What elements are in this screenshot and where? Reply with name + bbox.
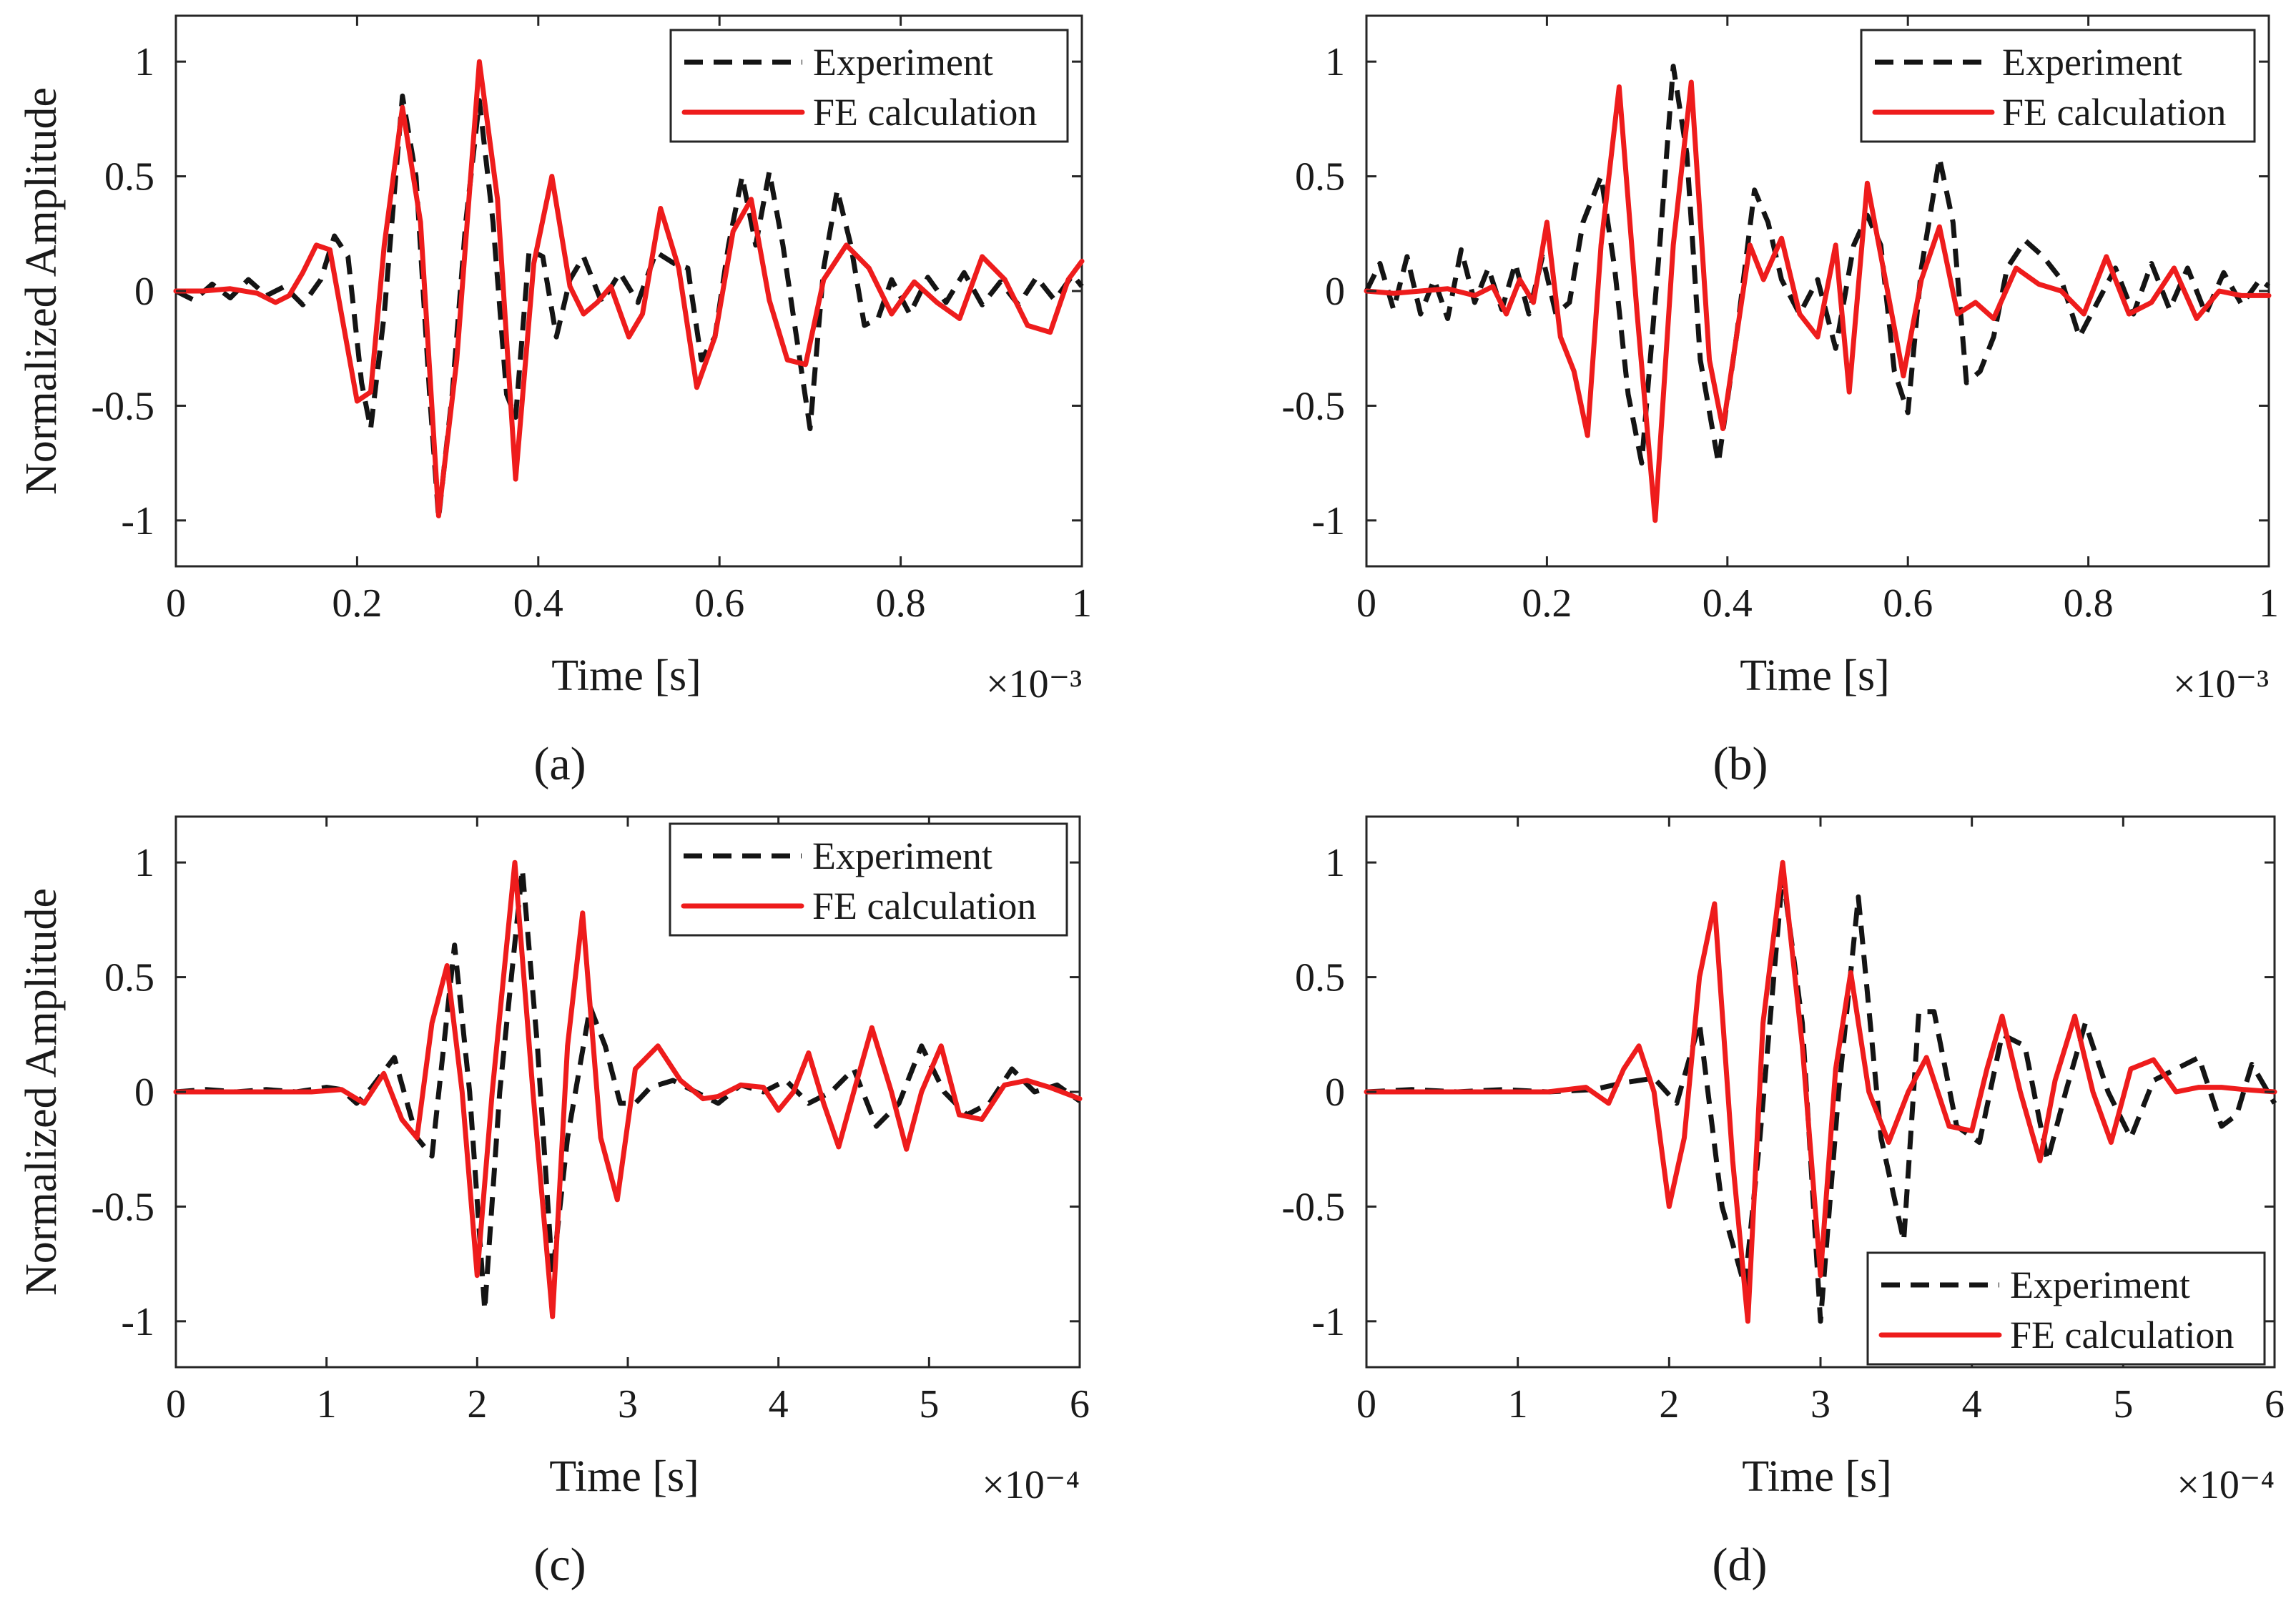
x-axis-label: Time [s] [551,651,701,700]
tick-marks [1365,817,2276,1367]
legend-box [669,822,1068,937]
y-tick-label: -1 [1311,1300,1345,1344]
x-tick-label: 0.4 [1703,581,1753,626]
data-marks [1364,859,2277,1324]
x-tick-label: 0 [1356,1382,1376,1427]
panel-label: (a) [533,738,586,790]
x-tick-label: 0.4 [513,581,563,626]
x-tick-label: 0.2 [332,581,382,626]
panel-label: (c) [533,1539,586,1591]
y-axis-label: Normalized Amplitude [17,888,66,1296]
x-tick-label: 0.6 [1883,581,1933,626]
y-tick-label: -0.5 [1281,384,1345,428]
y-tick-label: 0.5 [104,155,154,199]
legend-label-fe: FE calculation [812,885,1036,927]
legend-label-fe: FE calculation [813,91,1037,134]
chart-panel-d: 0 1 2 3 4 5 6 -1 -0.5 0 0.5 1 Time [s] ×10⁻⁴ Experi… [1281,815,2285,1591]
y-tick-label: 1 [1325,841,1345,885]
x-tick-label: 2 [1659,1382,1679,1427]
legend: Experiment FE calculation [1860,29,2256,143]
y-tick-label: 0.5 [104,956,154,1000]
panel-label: (d) [1713,1539,1768,1591]
data-marks [173,59,1085,521]
x-tick-label: 6 [2265,1382,2285,1427]
tick-marks [1365,16,2270,566]
x-tick-label: 4 [769,1382,789,1427]
y-tick-label: 0 [134,1070,154,1115]
tick-labels: 0 0.2 0.4 0.6 0.8 1 -1 -0.5 0 0.5 1 [91,40,1092,626]
x-tick-label: 1 [2259,581,2279,626]
legend: Experiment FE calculation [669,822,1068,937]
tick-labels: 0 1 2 3 4 5 6 -1 -0.5 0 0.5 1 [91,841,1090,1427]
legend-label-fe: FE calculation [2010,1314,2234,1356]
y-tick-label: 1 [1325,40,1345,84]
panel-label: (b) [1713,738,1768,790]
data-marks [1364,64,2272,523]
x-tick-label: 0.6 [694,581,744,626]
x-tick-label: 5 [919,1382,939,1427]
chart-panel-c: 0 1 2 3 4 5 6 -1 -0.5 0 0.5 1 Time [s] Normalized A… [17,815,1090,1591]
chart-panel-a: 0 0.2 0.4 0.6 0.8 1 -1 -0.5 0 0.5 1 Time [s] Norma… [17,14,1092,790]
x-exponent-label: ×10⁻⁴ [2177,1463,2275,1507]
x-tick-label: 0.8 [876,581,926,626]
series-line-experiment [1366,871,2277,1324]
x-axis-label: Time [s] [1742,1452,1892,1501]
y-tick-label: -1 [1311,499,1345,543]
y-tick-label: -1 [121,499,154,543]
data-marks [173,859,1083,1319]
x-tick-label: 0 [166,1382,186,1427]
x-tick-label: 1 [1072,581,1092,626]
x-exponent-label: ×10⁻³ [2173,662,2269,706]
y-tick-label: 0 [134,270,154,314]
y-tick-label: 1 [134,841,154,885]
legend-label-experiment: Experiment [813,41,993,84]
x-tick-label: 5 [2113,1382,2133,1427]
y-tick-label: 0.5 [1295,956,1345,1000]
legend-box [1860,29,2256,143]
x-exponent-label: ×10⁻³ [986,662,1082,706]
legend-label-experiment: Experiment [2002,41,2182,84]
legend-label-experiment: Experiment [812,834,992,877]
legend-box [1866,1251,2266,1366]
series-line-fe-calculation [173,859,1083,1319]
tick-labels: 0 0.2 0.4 0.6 0.8 1 -1 -0.5 0 0.5 1 [1281,40,2279,626]
x-tick-label: 4 [1962,1382,1982,1427]
y-tick-label: 1 [134,40,154,84]
x-tick-label: 1 [1508,1382,1528,1427]
series-line-fe-calculation [1364,859,2277,1324]
series-line-experiment [174,93,1084,521]
y-tick-label: 0 [1325,270,1345,314]
x-tick-label: 0.8 [2064,581,2114,626]
x-tick-label: 0 [166,581,186,626]
x-tick-label: 6 [1070,1382,1090,1427]
x-exponent-label: ×10⁻⁴ [982,1463,1080,1507]
x-axis-label: Time [s] [549,1452,699,1501]
legend: Experiment FE calculation [669,29,1069,143]
chart-panel-b: 0 0.2 0.4 0.6 0.8 1 -1 -0.5 0 0.5 1 Time [s] ×10⁻³… [1281,14,2279,790]
tick-labels: 0 1 2 3 4 5 6 -1 -0.5 0 0.5 1 [1281,841,2285,1427]
y-tick-label: -0.5 [91,1185,154,1229]
legend-label-experiment: Experiment [2010,1263,2190,1306]
y-tick-label: -1 [121,1300,154,1344]
x-axis-label: Time [s] [1740,651,1890,700]
series-line-fe-calculation [173,59,1085,518]
x-tick-label: 3 [618,1382,638,1427]
x-tick-label: 0 [1356,581,1376,626]
legend: Experiment FE calculation [1866,1251,2266,1366]
y-tick-label: -0.5 [91,384,154,428]
y-tick-label: 0 [1325,1070,1345,1115]
legend-box [669,29,1069,143]
series-line-fe-calculation [1364,79,2272,523]
y-axis-label: Normalized Amplitude [17,87,66,495]
x-tick-label: 0.2 [1522,581,1572,626]
x-tick-label: 3 [1810,1382,1831,1427]
y-tick-label: -0.5 [1281,1185,1345,1229]
x-tick-label: 2 [467,1382,487,1427]
tick-marks [174,16,1083,566]
x-tick-label: 1 [317,1382,337,1427]
series-line-experiment [1364,64,2271,466]
legend-label-fe: FE calculation [2002,91,2226,134]
y-tick-label: 0.5 [1295,155,1345,199]
